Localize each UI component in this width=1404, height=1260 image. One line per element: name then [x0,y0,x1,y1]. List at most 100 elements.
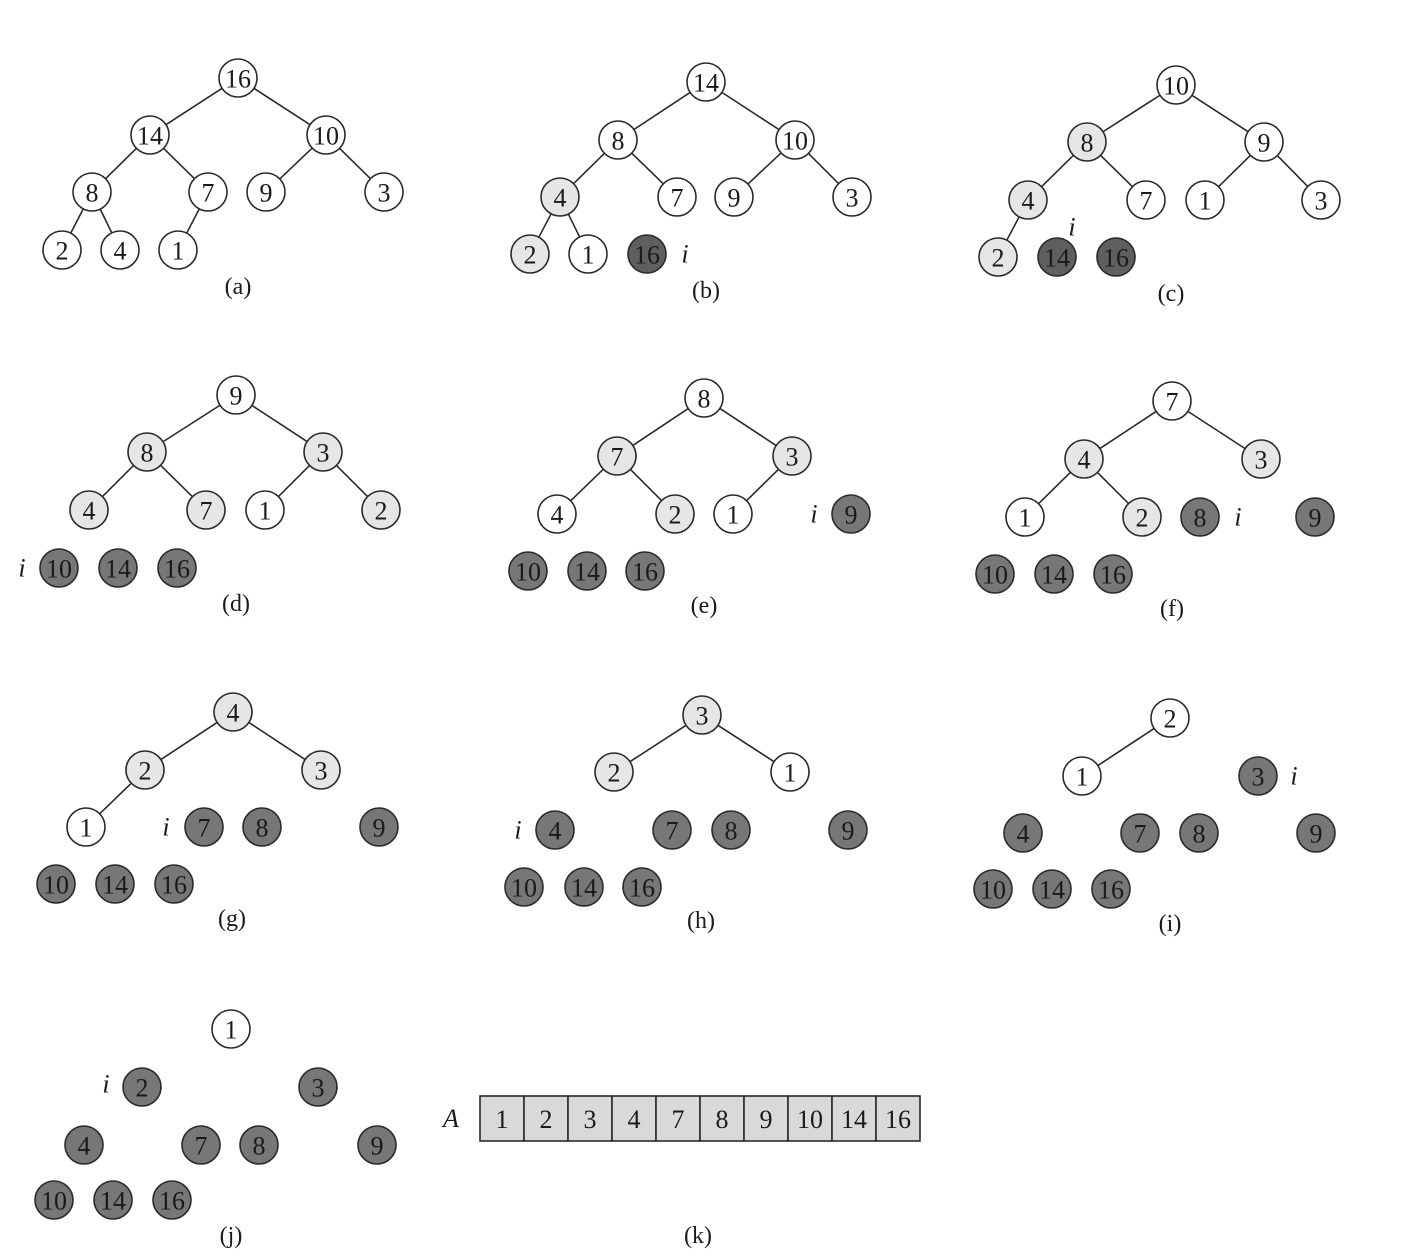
array-cell-box [523,1095,569,1142]
node-circle [504,867,544,907]
tree-edge [70,208,84,234]
array-cell: 16 [875,1095,921,1142]
heap-node: 7 [184,807,224,847]
node-circle [598,120,638,160]
heap-node: 1 [1185,180,1225,220]
node-label: 8 [698,385,711,414]
heap-node: 10 [973,869,1013,909]
node-label: 4 [551,501,564,530]
tree-edge [567,213,581,238]
heap-node: 16 [152,1180,192,1220]
array-cell-value: 14 [841,1105,867,1134]
array-cell-box [655,1095,701,1142]
heap-node: 14 [95,864,135,904]
tree-edge [1097,727,1155,767]
node-label: 9 [1258,129,1271,158]
heap-node: 9 [828,810,868,850]
heap-node: 1 [713,494,753,534]
node-label: 14 [571,874,597,903]
heap-node: 3 [303,432,343,472]
heap-node: 9 [1295,497,1335,537]
tree-edge [99,782,132,815]
tree-edge [186,208,200,234]
node-label: 14 [100,1187,126,1216]
heap-node: 8 [711,810,751,850]
node-label: 16 [161,871,187,900]
node-label: 9 [371,1132,384,1161]
node-label: 3 [696,702,709,731]
heap-node: 10 [1156,65,1196,105]
node-label: 1 [1199,187,1212,216]
heap-node: 1 [1005,497,1045,537]
tree-edge [253,87,311,126]
node-label: 10 [313,122,339,151]
tree-edge [721,91,780,131]
tree-edge [1187,410,1246,450]
node-circle [39,548,79,588]
node-circle [361,490,401,530]
heap-node: 7 [1152,381,1192,421]
array-cell-value: 10 [797,1105,823,1134]
heap-node: 10 [39,548,79,588]
node-circle [1067,122,1107,162]
tree-edge [335,464,369,498]
node-label: 16 [1100,561,1126,590]
panel-caption: (d) [222,591,250,617]
node-label: 3 [786,443,799,472]
node-label: 8 [86,179,99,208]
node-label: 9 [1309,504,1322,533]
heap-node: 16 [157,548,197,588]
heap-node: 10 [306,115,346,155]
tree-edge [251,404,308,443]
tree-edge [162,404,221,443]
heap-node: 2 [1122,497,1162,537]
panel-c: 10 8 9 4 7 1 3 2 14 16 i (c) [978,65,1341,307]
node-circle [154,864,194,904]
node-circle [98,548,138,588]
heap-node: 4 [537,494,577,534]
array-cell: 2 [523,1095,569,1142]
node-circle [1062,756,1102,796]
node-label: 16 [629,874,655,903]
heap-node: 9 [357,1125,397,1165]
array-cell-box [479,1095,525,1142]
heap-node: 1 [770,752,810,792]
node-circle [1150,698,1190,738]
heap-node: 3 [364,172,404,212]
array-cell: 9 [743,1095,789,1142]
tree-edge [248,721,306,761]
heap-node: 2 [510,234,550,274]
node-circle [682,695,722,735]
node-circle [152,1180,192,1220]
heap-node: 1 [1062,756,1102,796]
heap-node: 2 [594,752,634,792]
heap-node: 14 [1034,554,1074,594]
array-cell-box [831,1095,877,1142]
node-circle [64,1125,104,1165]
tree-edge [1040,154,1075,188]
node-circle [1179,813,1219,853]
panel-a: 16 14 10 8 7 9 3 2 4 1 (a) [42,58,404,300]
pointer-i-label: i [810,500,817,529]
heap-node: 3 [1238,756,1278,796]
node-circle [211,1009,251,1049]
node-circle [95,864,135,904]
heap-node: 16 [627,234,667,274]
heap-node: 3 [832,177,872,217]
array-cell: 8 [699,1095,745,1142]
node-circle [239,1125,279,1165]
heap-node: 14 [130,115,170,155]
node-circle [1037,237,1077,277]
node-label: 16 [1098,876,1124,905]
node-circle [1296,813,1336,853]
node-label: 16 [632,558,658,587]
node-circle [1093,554,1133,594]
node-label: 1 [1076,763,1089,792]
node-circle [1120,813,1160,853]
node-label: 7 [200,497,213,526]
node-label: 10 [980,876,1006,905]
tree-edge [159,464,194,498]
node-label: 7 [1166,388,1179,417]
node-label: 1 [259,497,272,526]
tree-edge [1037,471,1072,505]
